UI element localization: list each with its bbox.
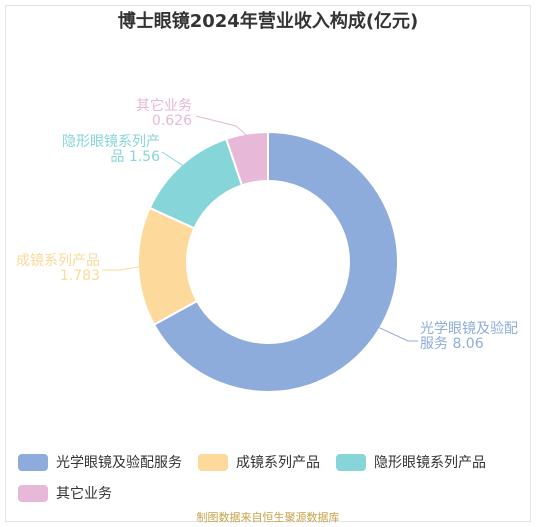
legend-swatch — [336, 453, 366, 471]
legend-label: 隐形眼镜系列产品 — [374, 455, 486, 471]
slice-other — [224, 130, 269, 187]
legend: 光学眼镜及验配服务 成镜系列产品 隐形眼镜系列产品其它业务 — [18, 452, 533, 503]
leader-line-other — [195, 115, 248, 137]
data-label-sunglasses: 成镜系列产品 1.783 — [16, 253, 100, 284]
legend-swatch — [198, 453, 228, 471]
legend-swatch — [18, 453, 48, 471]
legend-label: 光学眼镜及验配服务 — [56, 455, 182, 471]
leader-line-contact-lens — [161, 151, 183, 168]
legend-label: 其它业务 — [56, 486, 112, 502]
chart-title: 博士眼镜2024年营业收入构成(亿元) — [117, 11, 419, 32]
legend-item-sunglasses[interactable]: 成镜系列产品 — [198, 452, 320, 472]
legend-swatch — [18, 484, 48, 502]
source-note: 制图数据来自恒生聚源数据库 — [196, 511, 340, 524]
slice-optical — [152, 130, 399, 393]
legend-label: 成镜系列产品 — [236, 455, 320, 471]
legend-item-contact-lens[interactable]: 隐形眼镜系列产品 — [336, 452, 486, 472]
chart-frame — [5, 5, 531, 522]
data-label-contact-lens: 隐形眼镜系列产品 1.56 — [62, 134, 160, 165]
legend-item-optical[interactable]: 光学眼镜及验配服务 — [18, 452, 182, 472]
leader-line-sunglasses — [102, 266, 141, 271]
data-label-optical: 光学眼镜及验配服务 8.06 — [420, 321, 518, 352]
data-label-other: 其它业务 0.626 — [136, 97, 192, 129]
leader-line-optical — [377, 326, 418, 342]
slice-contact-lens — [148, 137, 244, 230]
legend-item-other[interactable]: 其它业务 — [18, 483, 112, 503]
